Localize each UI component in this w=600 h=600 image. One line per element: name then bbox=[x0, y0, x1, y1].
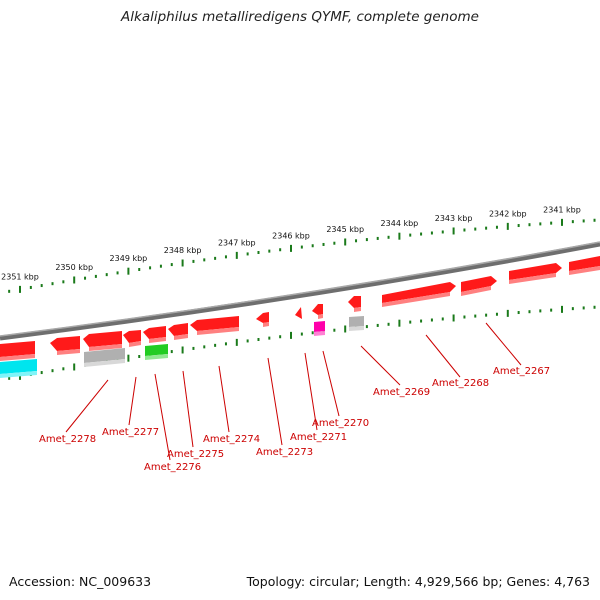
leader-line bbox=[360, 345, 401, 386]
map-title: Alkaliphilus metalliredigens QYMF, compl… bbox=[121, 9, 479, 25]
outer-scale-ticks bbox=[8, 218, 596, 293]
cds-feature[interactable] bbox=[509, 263, 562, 284]
scale-tick-label: 2341 kbp bbox=[543, 205, 581, 214]
scale-tick-label: 2348 kbp bbox=[164, 246, 202, 255]
gene-leader-lines bbox=[65, 322, 522, 461]
gene-label[interactable]: Amet_2275 bbox=[167, 449, 224, 460]
scale-tick-label: 2342 kbp bbox=[489, 209, 527, 218]
leader-line bbox=[425, 334, 461, 378]
cds-feature[interactable] bbox=[0, 341, 35, 361]
scale-tick-label: 2347 kbp bbox=[218, 238, 256, 247]
gene-label[interactable]: Amet_2276 bbox=[144, 462, 201, 473]
cds-feature[interactable] bbox=[190, 316, 239, 335]
genome-summary-text: Topology: circular; Length: 4,929,566 bp… bbox=[246, 574, 590, 589]
gene-label[interactable]: Amet_2277 bbox=[102, 427, 159, 438]
genome-backbone bbox=[0, 241, 600, 341]
cds-feature[interactable] bbox=[83, 331, 122, 351]
cds-feature[interactable] bbox=[123, 330, 141, 347]
leader-line bbox=[304, 352, 318, 431]
cds-feature[interactable] bbox=[569, 256, 600, 275]
leader-line bbox=[182, 370, 194, 448]
gray-feature[interactable] bbox=[349, 316, 364, 331]
leader-line bbox=[154, 373, 171, 461]
accession-text: Accession: NC_009633 bbox=[9, 574, 152, 589]
gene-label[interactable]: Amet_2269 bbox=[373, 387, 430, 398]
cds-feature[interactable] bbox=[312, 304, 323, 319]
cds-feature[interactable] bbox=[348, 296, 361, 312]
gene-label[interactable]: Amet_2271 bbox=[290, 432, 347, 443]
scale-tick-label: 2343 kbp bbox=[435, 214, 473, 223]
cds-feature[interactable] bbox=[168, 323, 188, 340]
scale-tick-label: 2351 kbp bbox=[1, 272, 39, 281]
other-features bbox=[0, 316, 364, 378]
scale-tick-label: 2350 kbp bbox=[55, 263, 93, 272]
leader-line bbox=[322, 350, 340, 417]
green-feature[interactable] bbox=[145, 344, 168, 360]
cds-feature[interactable] bbox=[50, 336, 80, 355]
gene-label[interactable]: Amet_2273 bbox=[256, 447, 313, 458]
cds-feature[interactable] bbox=[295, 307, 302, 319]
scale-tick-label: 2349 kbp bbox=[110, 254, 148, 263]
magenta-feature[interactable] bbox=[314, 321, 325, 336]
cds-features bbox=[0, 256, 600, 361]
gene-label[interactable]: Amet_2267 bbox=[493, 366, 550, 377]
scale-tick-label: 2346 kbp bbox=[272, 231, 310, 240]
gene-label[interactable]: Amet_2274 bbox=[203, 434, 260, 445]
leader-line bbox=[218, 365, 230, 433]
leader-line bbox=[128, 376, 137, 426]
scale-tick-label: 2344 kbp bbox=[381, 219, 419, 228]
cyan-feature[interactable] bbox=[0, 359, 37, 378]
cds-feature[interactable] bbox=[461, 276, 497, 296]
gene-labels: Amet_2267 Amet_2268 Amet_2269 Amet_2270 … bbox=[39, 366, 550, 473]
gene-label[interactable]: Amet_2268 bbox=[432, 378, 489, 389]
gene-label[interactable]: Amet_2278 bbox=[39, 434, 96, 445]
genome-backbone-highlight bbox=[0, 241, 600, 337]
leader-line bbox=[267, 357, 283, 446]
cds-feature[interactable] bbox=[256, 312, 269, 327]
gray-feature[interactable] bbox=[84, 348, 125, 367]
gene-label[interactable]: Amet_2270 bbox=[312, 418, 369, 429]
leader-line bbox=[485, 322, 522, 366]
leader-line bbox=[65, 379, 109, 433]
cds-feature[interactable] bbox=[143, 326, 166, 343]
scale-tick-labels: 2341 kbp 2342 kbp 2343 kbp 2344 kbp 2345 kbp… bbox=[1, 205, 581, 281]
cds-feature[interactable] bbox=[382, 282, 456, 307]
scale-tick-label: 2345 kbp bbox=[326, 225, 364, 234]
